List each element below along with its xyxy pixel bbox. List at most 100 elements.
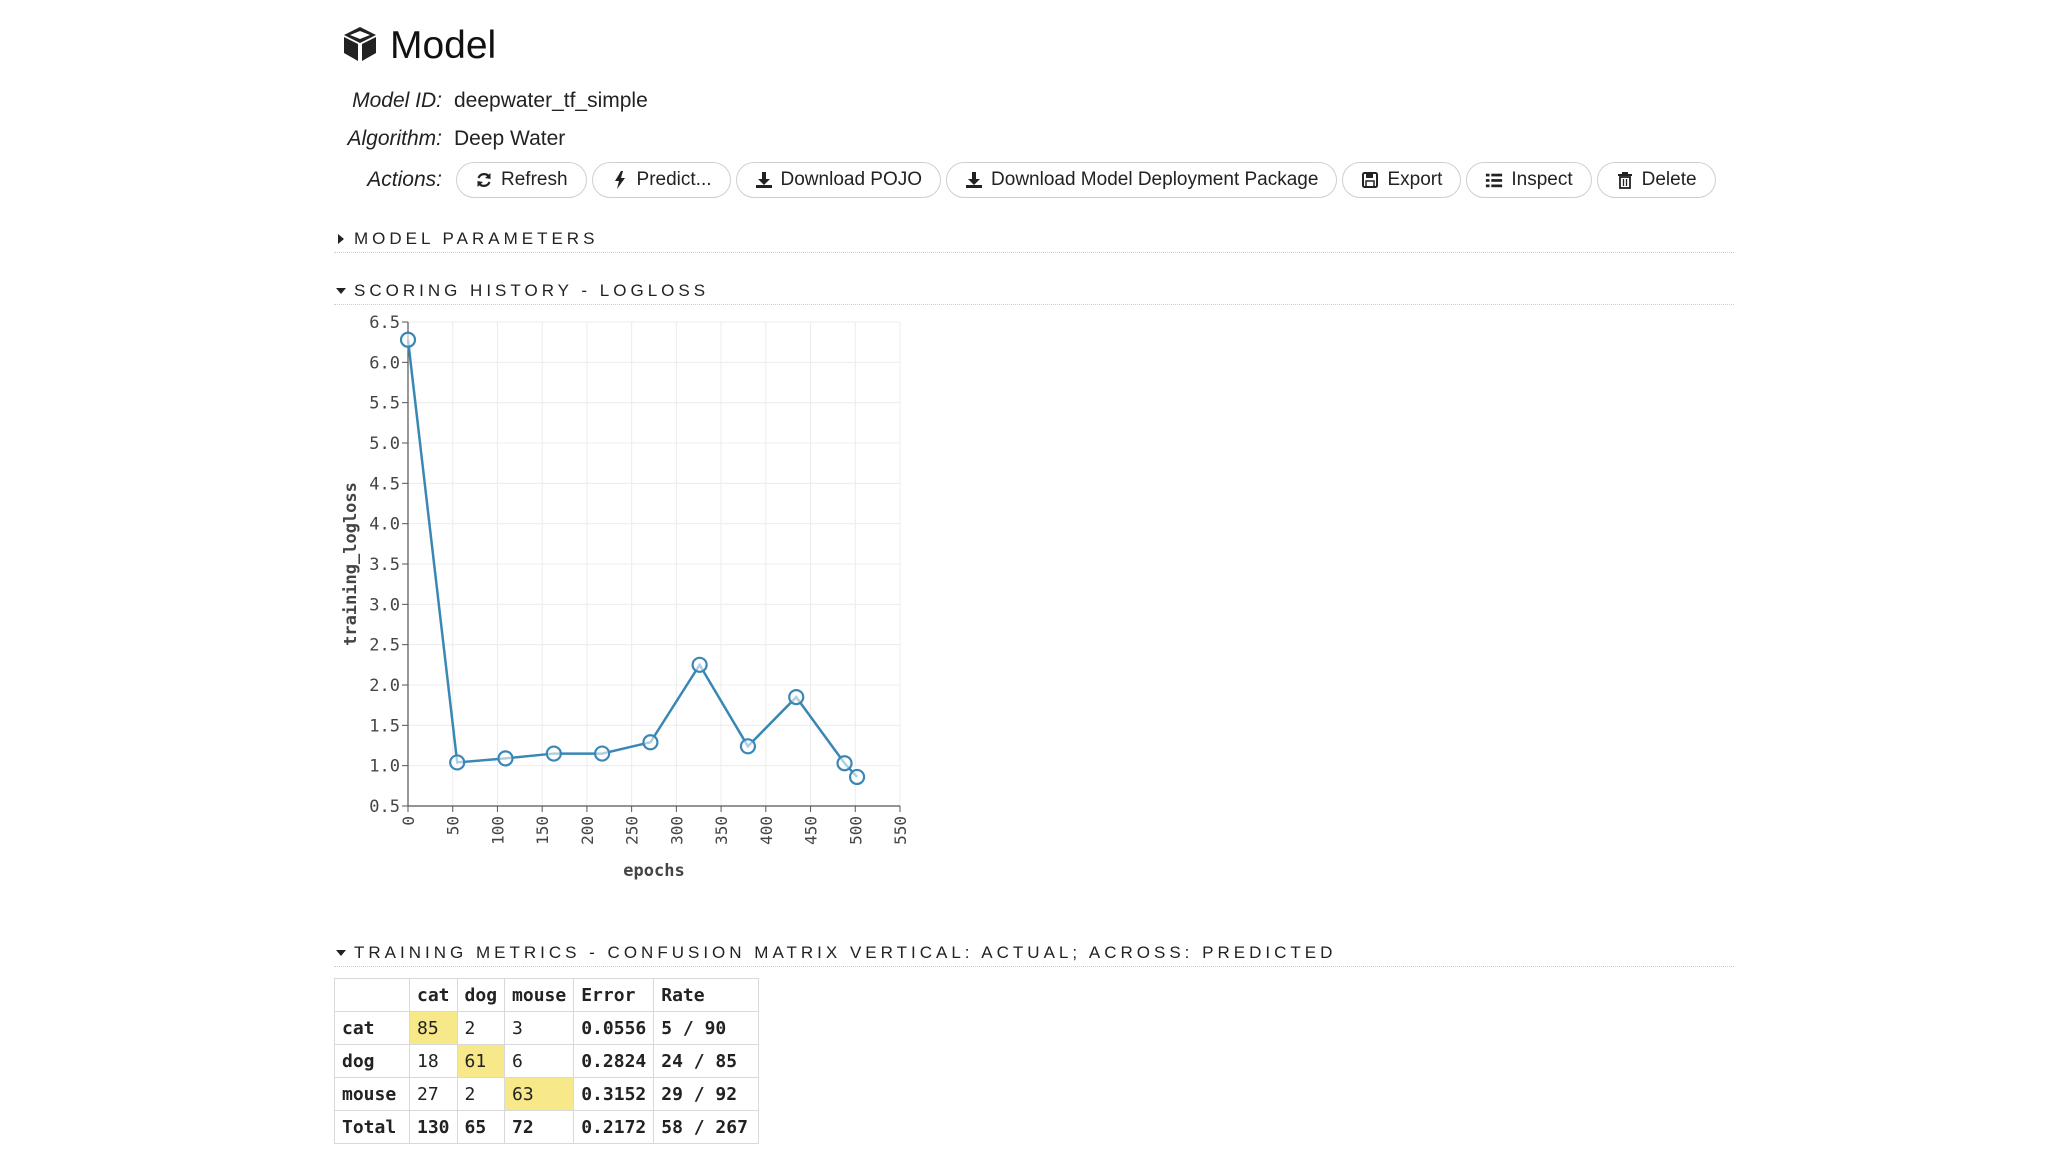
- y-tick-label: 4.0: [369, 515, 400, 535]
- table-row: cat 85 2 3 0.0556 5 / 90: [334, 1011, 760, 1045]
- data-point: [449, 754, 466, 771]
- inspect-button[interactable]: Inspect: [1466, 162, 1592, 198]
- model-id-label: Model ID:: [352, 89, 442, 112]
- table-cell: 65: [456, 1110, 506, 1144]
- row-label: Total: [334, 1110, 410, 1144]
- section-label: TRAINING METRICS - CONFUSION MATRIX VERT…: [354, 943, 1337, 962]
- chart-svg: 0.5 1.0 1.5 2.0 2.5 3.0 3.5 4.0 4.5 5.0 5.5 6.0 6.5 0…: [341, 313, 910, 881]
- table-cell: 18: [409, 1044, 458, 1078]
- x-tick-label: 550: [891, 816, 910, 845]
- page-title: Model: [390, 24, 497, 67]
- error-cell: 0.3152: [573, 1077, 655, 1111]
- caret-down-icon: [334, 284, 348, 298]
- data-point: [691, 656, 708, 673]
- section-label: MODEL PARAMETERS: [354, 229, 599, 248]
- table-cell: 61: [456, 1044, 506, 1078]
- table-cell: 3: [504, 1011, 575, 1045]
- data-point: [788, 689, 805, 706]
- x-tick-label: 400: [757, 816, 776, 845]
- confusion-matrix-table: cat dog mouse Error Rate cat 85 2 3 0.05…: [334, 978, 760, 1144]
- x-tick-label: 500: [846, 816, 865, 845]
- x-tick-label: 250: [623, 816, 642, 845]
- table-total-row: Total 130 65 72 0.2172 58 / 267: [334, 1110, 760, 1144]
- series-line: [406, 339, 858, 778]
- predict-button[interactable]: Predict...: [591, 162, 731, 198]
- table-cell: 72: [504, 1110, 575, 1144]
- error-cell: 0.2824: [573, 1044, 655, 1078]
- caret-right-icon: [334, 232, 348, 246]
- table-header-row: cat dog mouse Error Rate: [334, 978, 760, 1012]
- model-id-row: Model ID: deepwater_tf_simple: [340, 86, 648, 116]
- y-tick-label: 3.0: [369, 595, 400, 615]
- data-point: [399, 331, 417, 348]
- y-tick-label: 3.5: [369, 555, 400, 575]
- export-label: Export: [1387, 169, 1443, 190]
- algorithm-label: Algorithm:: [347, 127, 442, 150]
- download-pojo-button[interactable]: Download POJO: [735, 162, 942, 198]
- y-tick-label: 1.5: [369, 716, 400, 736]
- y-tick-label: 4.5: [369, 474, 400, 494]
- data-point: [545, 745, 562, 762]
- download-deployment-package-button[interactable]: Download Model Deployment Package: [946, 162, 1338, 198]
- table-cell: 27: [409, 1077, 458, 1111]
- table-cell: 63: [504, 1077, 575, 1111]
- section-label: SCORING HISTORY - LOGLOSS: [354, 281, 710, 300]
- table-cell: 130: [409, 1110, 458, 1144]
- scoring-history-chart: 0.5 1.0 1.5 2.0 2.5 3.0 3.5 4.0 4.5 5.0 5.5 6.0 6.5 0…: [332, 310, 932, 900]
- page-header: Model: [340, 18, 496, 74]
- algorithm-value: Deep Water: [454, 127, 566, 150]
- delete-button[interactable]: Delete: [1596, 162, 1716, 198]
- data-point: [497, 750, 514, 767]
- x-axis-label: epochs: [623, 861, 684, 881]
- refresh-button[interactable]: Refresh: [456, 162, 587, 198]
- row-label: cat: [334, 1011, 410, 1045]
- column-header: dog: [456, 978, 506, 1012]
- x-tick-label: 50: [444, 816, 463, 835]
- section-training-metrics[interactable]: TRAINING METRICS - CONFUSION MATRIX VERT…: [334, 940, 1734, 967]
- table-row: mouse 27 2 63 0.3152 29 / 92: [334, 1077, 760, 1111]
- y-tick-label: 5.5: [369, 394, 400, 414]
- x-tick-label: 100: [488, 816, 507, 845]
- predict-label: Predict...: [636, 169, 712, 190]
- table-cell: 85: [409, 1011, 458, 1045]
- section-scoring-history[interactable]: SCORING HISTORY - LOGLOSS: [334, 278, 1734, 305]
- y-tick-label: 0.5: [369, 797, 400, 817]
- y-tick-label: 6.5: [369, 313, 400, 333]
- table-cell: 6: [504, 1044, 575, 1078]
- y-tick-label: 6.0: [369, 353, 400, 373]
- column-header: Rate: [653, 978, 760, 1012]
- y-tick-label: 1.0: [369, 757, 400, 777]
- section-model-parameters[interactable]: MODEL PARAMETERS: [334, 226, 1734, 253]
- rate-cell: 58 / 267: [653, 1110, 760, 1144]
- download-deployment-package-label: Download Model Deployment Package: [991, 169, 1319, 190]
- download-icon: [755, 171, 773, 189]
- table-cell: 2: [456, 1011, 506, 1045]
- y-tick-label: 2.0: [369, 676, 400, 696]
- y-axis-label: training_logloss: [341, 482, 361, 646]
- row-label: mouse: [334, 1077, 410, 1111]
- x-tick-label: 200: [578, 816, 597, 845]
- actions-row: Actions: Refresh Predict... Download POJ…: [340, 161, 1721, 199]
- download-icon: [965, 171, 983, 189]
- table-cell: 2: [456, 1077, 506, 1111]
- x-tick-label: 450: [802, 816, 821, 845]
- column-header: mouse: [504, 978, 575, 1012]
- refresh-icon: [475, 171, 493, 189]
- trash-icon: [1616, 171, 1634, 189]
- data-point: [848, 768, 866, 786]
- save-icon: [1361, 171, 1379, 189]
- row-label: dog: [334, 1044, 410, 1078]
- rate-cell: 5 / 90: [653, 1011, 760, 1045]
- table-row: dog 18 61 6 0.2824 24 / 85: [334, 1044, 760, 1078]
- error-cell: 0.0556: [573, 1011, 655, 1045]
- data-point: [739, 738, 757, 755]
- export-button[interactable]: Export: [1342, 162, 1462, 198]
- data-point: [642, 734, 659, 751]
- column-header: cat: [409, 978, 458, 1012]
- algorithm-row: Algorithm: Deep Water: [340, 124, 565, 154]
- data-point: [836, 755, 853, 772]
- y-tick-label: 2.5: [369, 636, 400, 656]
- rate-cell: 29 / 92: [653, 1077, 760, 1111]
- column-header: Error: [573, 978, 655, 1012]
- model-id-value: deepwater_tf_simple: [454, 89, 648, 112]
